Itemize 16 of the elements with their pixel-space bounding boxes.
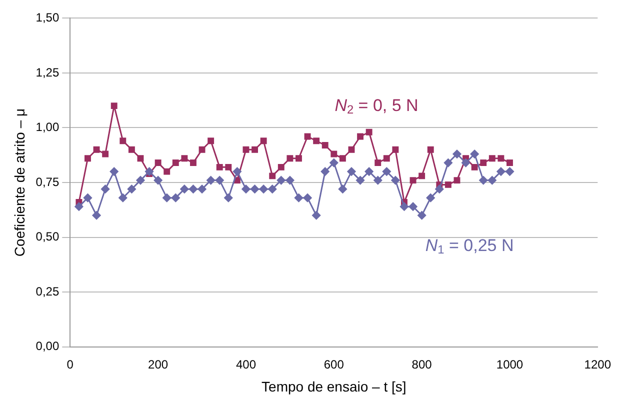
y-tick-label: 0,00: [36, 339, 60, 354]
x-tick-label: 800: [412, 357, 432, 372]
x-tick-label: 400: [236, 357, 256, 372]
y-axis-title: Coeficiente de atrito – μ: [11, 108, 28, 257]
y-tick-label: 0,25: [36, 284, 60, 298]
x-tick-label: 200: [148, 357, 168, 372]
y-tick-label: 1,25: [36, 65, 60, 80]
x-axis-title: Tempo de ensaio – t [s]: [262, 378, 406, 394]
y-tick-label: 1,00: [36, 120, 60, 134]
x-tick-label: 1200: [584, 357, 612, 372]
x-tick-label: 600: [324, 357, 344, 372]
x-tick-label: 0: [66, 357, 74, 372]
y-tick-label: 0,75: [36, 174, 60, 189]
x-tick-label: 1000: [496, 357, 524, 372]
y-tick-label: 1,50: [36, 10, 60, 25]
y-tick-label: 0,50: [36, 230, 60, 244]
